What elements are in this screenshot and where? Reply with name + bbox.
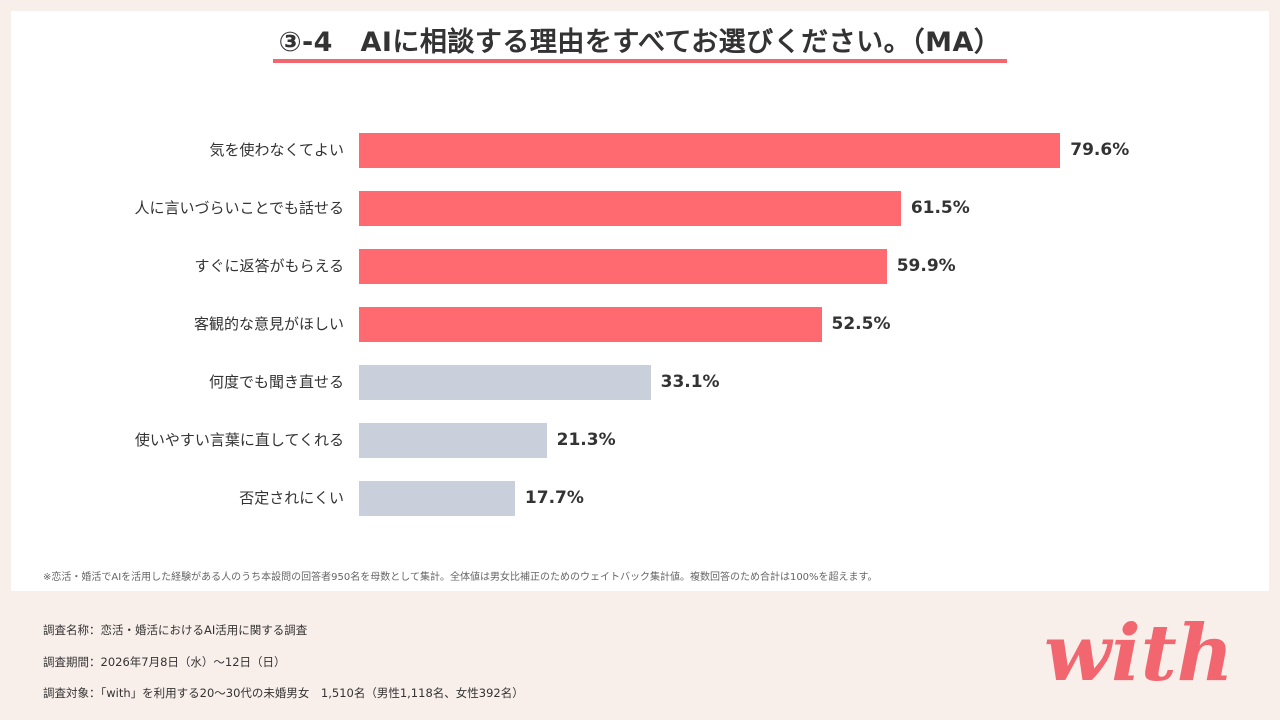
- bar: [359, 191, 901, 226]
- bar-value-label: 79.6%: [1070, 140, 1130, 160]
- footnote: ※恋活・婚活でAIを活用した経験がある人のうち本設問の回答者950名を母数として…: [43, 572, 878, 583]
- bar: [359, 365, 651, 400]
- category-label: すぐに返答がもらえる: [194, 257, 344, 275]
- bar: [359, 307, 822, 342]
- bar: [359, 481, 515, 516]
- page-title: ③-4 AIに相談する理由をすべてお選びください。（MA）: [278, 27, 1002, 58]
- category-label: 使いやすい言葉に直してくれる: [134, 431, 344, 449]
- category-label: 気を使わなくてよい: [209, 141, 344, 159]
- with-logo-mark: with: [1044, 608, 1234, 699]
- logo-text: with: [1044, 608, 1234, 692]
- category-label: 人に言いづらいことでも話せる: [134, 199, 344, 217]
- bar-value-label: 52.5%: [831, 314, 891, 334]
- survey-target: 調査対象：「with」を利用する20〜30代の未婚男女 1,510名（男性1,1…: [43, 686, 524, 700]
- with-logo: with: [1040, 602, 1245, 699]
- survey-period: 調査期間：2026年7月8日（水）〜12日（日）: [43, 655, 286, 669]
- bar-value-label: 33.1%: [660, 372, 720, 392]
- title-underline: [273, 59, 1007, 63]
- category-label: 否定されにくい: [239, 489, 344, 507]
- bar: [359, 249, 887, 284]
- bar-value-label: 61.5%: [910, 198, 970, 218]
- bar-value-label: 17.7%: [524, 488, 584, 508]
- category-label: 客観的な意見がほしい: [193, 315, 344, 333]
- bar-value-label: 59.9%: [896, 256, 956, 276]
- survey-name: 調査名称：恋活・婚活におけるAI活用に関する調査: [43, 623, 308, 637]
- category-label: 何度でも聞き直せる: [208, 373, 344, 391]
- bar: [359, 133, 1061, 168]
- content-panel: [11, 11, 1269, 591]
- bar-value-label: 21.3%: [556, 430, 616, 450]
- bar: [359, 423, 547, 458]
